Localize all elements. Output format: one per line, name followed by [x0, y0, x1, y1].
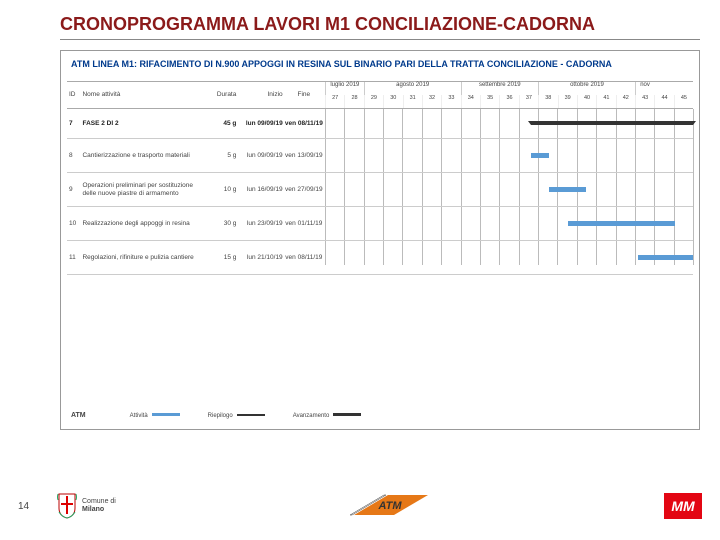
- gantt-timeline: luglio 2019agosto 2019settembre 2019otto…: [325, 81, 693, 275]
- legend-riepilogo: Riepilogo: [208, 413, 233, 419]
- milano-line1: Comune di: [82, 498, 116, 506]
- gantt-bar: [638, 255, 693, 260]
- legend-attivita: Attività: [130, 413, 148, 419]
- chart-title: ATM LINEA M1: RIFACIMENTO DI N.900 APPOG…: [71, 59, 693, 69]
- footer: 14 Comune di Milano ATM MM: [18, 486, 702, 526]
- week-number: 33: [441, 95, 460, 108]
- gantt-bar: [531, 121, 693, 125]
- gantt-bar: [568, 221, 675, 226]
- col-dur: Durata: [202, 91, 241, 99]
- gantt-row: [325, 109, 693, 139]
- week-number: 30: [383, 95, 402, 108]
- month-header: agosto 2019: [364, 82, 461, 95]
- month-header: ottobre 2019: [538, 82, 635, 95]
- month-header: settembre 2019: [461, 82, 538, 95]
- atm-icon: ATM: [350, 493, 430, 519]
- week-number: 28: [344, 95, 363, 108]
- gantt-row: [325, 139, 693, 173]
- table-row: 11Regolazioni, rifiniture e pulizia cant…: [67, 241, 325, 275]
- week-number: 39: [558, 95, 577, 108]
- milano-line2: Milano: [82, 506, 116, 514]
- col-id: ID: [69, 91, 82, 99]
- week-number: 36: [499, 95, 518, 108]
- week-number: 38: [538, 95, 557, 108]
- col-name: Nome attività: [82, 91, 201, 99]
- milano-crest-icon: [56, 492, 78, 520]
- gantt-table: ID Nome attività Durata Inizio Fine 7FAS…: [67, 81, 325, 275]
- month-header: luglio 2019: [325, 82, 364, 95]
- week-number: 41: [596, 95, 615, 108]
- gantt-row: [325, 241, 693, 275]
- legend-atm: ATM: [71, 412, 86, 419]
- logo-atm: ATM: [350, 493, 430, 519]
- week-number: 31: [403, 95, 422, 108]
- page-title: CRONOPROGRAMMA LAVORI M1 CONCILIAZIONE-C…: [60, 14, 700, 40]
- logo-mm: MM: [664, 493, 702, 519]
- gantt-row: [325, 207, 693, 241]
- week-number: 45: [674, 95, 693, 108]
- table-row: 9Operazioni preliminari per sostituzione…: [67, 173, 325, 207]
- legend: ATM Attività Riepilogo Avanzamento: [71, 412, 689, 419]
- week-number: 32: [422, 95, 441, 108]
- col-start: Inizio: [240, 91, 282, 99]
- week-number: 27: [325, 95, 344, 108]
- week-number: 43: [635, 95, 654, 108]
- month-header: nov: [635, 82, 654, 95]
- week-number: 44: [654, 95, 673, 108]
- page-number: 14: [18, 501, 46, 512]
- week-number: 29: [364, 95, 383, 108]
- gantt-chart: ATM LINEA M1: RIFACIMENTO DI N.900 APPOG…: [60, 50, 700, 430]
- table-row: 7FASE 2 DI 245 glun 09/09/19ven 08/11/19: [67, 109, 325, 139]
- logo-milano: Comune di Milano: [56, 492, 116, 520]
- week-number: 35: [480, 95, 499, 108]
- week-number: 34: [461, 95, 480, 108]
- week-number: 37: [519, 95, 538, 108]
- table-row: 10Realizzazione degli appoggi in resina3…: [67, 207, 325, 241]
- gantt-row: [325, 173, 693, 207]
- svg-text:ATM: ATM: [377, 500, 402, 512]
- week-number: 42: [616, 95, 635, 108]
- gantt-bar: [531, 153, 549, 158]
- gantt-bar: [549, 187, 586, 192]
- table-row: 8Cantierizzazione e trasporto materiali5…: [67, 139, 325, 173]
- week-number: 40: [577, 95, 596, 108]
- col-end: Fine: [283, 91, 325, 99]
- legend-avanzamento: Avanzamento: [293, 413, 330, 419]
